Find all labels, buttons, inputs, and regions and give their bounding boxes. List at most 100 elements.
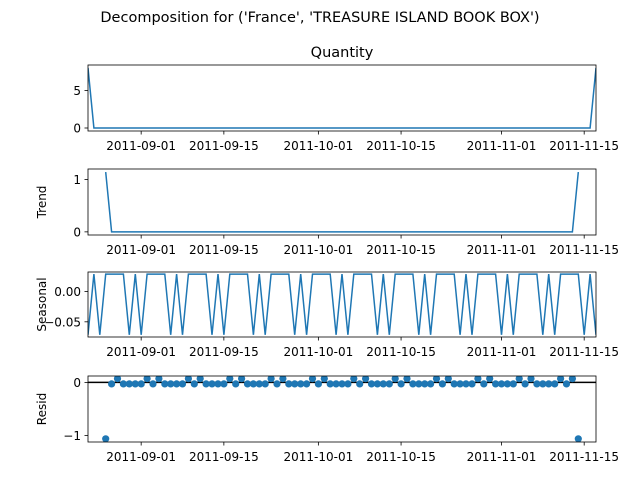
residual-point — [214, 380, 222, 388]
data-layer — [104, 172, 580, 233]
y-axis-label: Trend — [35, 186, 49, 220]
x-tick-label: 2011-10-15 — [366, 139, 436, 153]
residual-point — [314, 380, 322, 388]
residual-point — [486, 376, 494, 383]
panels: Quantity 0 5 2011-09-01 2011-09-15 2011-10-01… — [35, 45, 619, 464]
axes-frame — [87, 271, 597, 338]
residual-point — [350, 376, 358, 383]
residual-point — [220, 380, 228, 388]
residual-point — [155, 376, 163, 383]
outlier-point — [574, 435, 582, 442]
y-tick-label: 0 — [73, 225, 81, 239]
residual-point — [373, 380, 381, 388]
x-tick-label: 2011-09-15 — [189, 450, 259, 464]
panel-2: Trend 0 1 2011-09-01 2011-09-15 2011-10-01 201… — [35, 168, 619, 257]
residual-point — [161, 380, 169, 388]
residual-point — [539, 380, 547, 388]
residual-point — [545, 380, 553, 388]
axes-frame — [87, 168, 597, 236]
residual-point — [344, 380, 352, 388]
series-line — [104, 172, 580, 233]
y-tick-label: 0.00 — [54, 285, 81, 299]
residual-point — [338, 380, 346, 388]
x-tick-label: 2011-10-15 — [366, 450, 436, 464]
data-layer — [88, 273, 596, 335]
residual-point — [243, 380, 252, 388]
outlier-point — [102, 435, 110, 442]
residual-point — [509, 380, 517, 388]
residual-point — [403, 376, 411, 383]
x-tick-label: 2011-09-15 — [189, 243, 259, 257]
y-tick-label: 0 — [73, 122, 81, 136]
x-tick-label: 2011-11-01 — [467, 139, 537, 153]
residual-point — [208, 380, 216, 388]
residual-point — [444, 376, 452, 383]
residual-point — [108, 380, 116, 388]
residual-point — [551, 380, 559, 388]
x-tick-label: 2011-09-15 — [189, 345, 259, 359]
x-tick-label: 2011-11-15 — [549, 450, 619, 464]
residual-point — [131, 380, 139, 388]
residual-point — [267, 376, 275, 383]
residual-point — [196, 376, 204, 383]
residual-point — [149, 380, 157, 388]
residual-point — [527, 376, 535, 383]
residual-point — [308, 376, 317, 383]
y-tick-label: −0.05 — [44, 315, 81, 329]
residual-point — [279, 376, 287, 383]
y-tick-label: −1 — [63, 429, 81, 443]
residual-point — [562, 380, 571, 388]
data-layer — [88, 376, 596, 442]
residual-point — [521, 380, 529, 388]
residual-point — [297, 380, 305, 388]
residual-point — [480, 380, 488, 388]
residual-point — [391, 376, 399, 383]
x-tick-label: 2011-11-01 — [467, 450, 537, 464]
x-tick-label: 2011-10-01 — [283, 450, 353, 464]
x-tick-label: 2011-11-15 — [549, 139, 619, 153]
residual-point — [367, 380, 376, 388]
residual-point — [167, 380, 175, 388]
x-tick-label: 2011-09-01 — [106, 345, 176, 359]
residual-point — [432, 376, 441, 383]
residual-point — [332, 380, 340, 388]
residual-point — [415, 380, 423, 388]
residual-point — [202, 380, 210, 388]
residual-point — [320, 376, 328, 383]
x-tick-label: 2011-09-01 — [106, 243, 176, 257]
residual-point — [119, 380, 127, 388]
residual-point — [326, 380, 334, 388]
panel-3: Seasonal 0.00 −0.05 2011-09-01 2011-09-15 201… — [35, 271, 619, 359]
residual-point — [450, 380, 458, 388]
panel-4: Resid 0 −1 2011-09-01 2011-09-15 2011-10-01 20… — [35, 375, 619, 464]
x-tick-label: 2011-10-01 — [283, 243, 353, 257]
y-tick-label: 0 — [73, 376, 81, 390]
residual-point — [568, 376, 576, 383]
residual-point — [421, 380, 429, 388]
residual-point — [557, 376, 565, 383]
residual-point — [173, 380, 181, 388]
residual-point — [503, 380, 511, 388]
x-tick-label: 2011-10-01 — [283, 345, 353, 359]
residual-point — [515, 376, 523, 383]
residual-point — [427, 380, 435, 388]
residual-point — [397, 380, 405, 388]
residual-point — [249, 380, 257, 388]
axes-frame — [87, 64, 597, 132]
y-tick-label: 1 — [73, 173, 81, 187]
residual-point — [184, 376, 192, 383]
residual-point — [238, 376, 246, 383]
x-tick-label: 2011-09-01 — [106, 450, 176, 464]
x-tick-label: 2011-11-01 — [467, 345, 537, 359]
residual-point — [468, 380, 476, 388]
residual-point — [409, 380, 417, 388]
residual-point — [456, 380, 464, 388]
x-tick-label: 2011-11-01 — [467, 243, 537, 257]
y-axis-label: Seasonal — [35, 277, 49, 331]
y-tick-label: 5 — [73, 84, 81, 98]
residual-point — [226, 376, 234, 383]
residual-point — [261, 380, 269, 388]
axes-frame — [87, 375, 597, 443]
